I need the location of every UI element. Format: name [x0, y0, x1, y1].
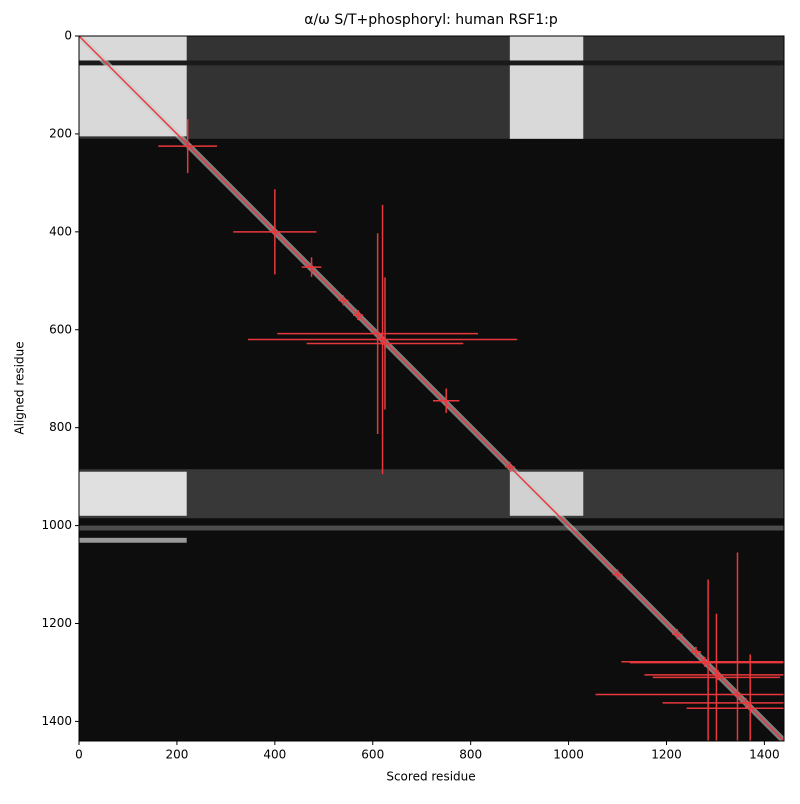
heatmap-region — [79, 60, 784, 66]
y-tick-label: 1200 — [41, 616, 72, 630]
x-tick-label: 200 — [165, 748, 188, 762]
point-marker — [441, 395, 452, 406]
point-marker — [269, 226, 280, 237]
heatmap-region — [79, 36, 784, 139]
point-marker — [372, 328, 383, 339]
heatmap-region — [79, 471, 187, 516]
point-marker — [379, 338, 390, 349]
x-tick-label: 1000 — [553, 748, 584, 762]
diagonal-line — [79, 36, 784, 741]
point-marker — [306, 262, 317, 273]
y-axis-label: Aligned residue — [13, 341, 27, 434]
heatmap-region — [509, 36, 584, 139]
x-tick-label: 800 — [459, 748, 482, 762]
point-marker — [732, 689, 743, 700]
x-tick-label: 1200 — [651, 748, 682, 762]
point-marker — [353, 310, 364, 321]
y-tick-label: 0 — [64, 29, 72, 43]
point-marker — [699, 656, 710, 667]
y-tick-label: 600 — [49, 322, 72, 336]
y-tick-label: 800 — [49, 420, 72, 434]
y-tick-label: 200 — [49, 126, 72, 140]
point-marker — [612, 569, 623, 580]
point-marker — [182, 141, 193, 152]
heatmap-region — [79, 469, 784, 519]
point-marker — [690, 646, 701, 657]
point-marker — [338, 295, 349, 306]
point-marker — [672, 629, 683, 640]
x-tick-label: 1400 — [749, 748, 780, 762]
x-tick-label: 400 — [263, 748, 286, 762]
y-tick-label: 1400 — [41, 714, 72, 728]
y-tick-label: 400 — [49, 224, 72, 238]
point-marker — [745, 703, 756, 714]
plot-frame — [78, 35, 785, 742]
plot-area — [79, 36, 784, 741]
point-marker — [712, 669, 723, 680]
point-marker — [504, 461, 515, 472]
heatmap-region — [79, 537, 187, 543]
x-tick-label: 600 — [361, 748, 384, 762]
y-tick-label: 1000 — [41, 518, 72, 532]
point-marker — [740, 697, 751, 708]
heatmap-region — [79, 525, 784, 531]
chart-title: α/ω S/T+phosphoryl: human RSF1:p — [304, 12, 558, 28]
x-tick-label: 0 — [75, 748, 83, 762]
x-axis-label: Scored residue — [386, 770, 475, 784]
point-marker — [711, 672, 722, 683]
